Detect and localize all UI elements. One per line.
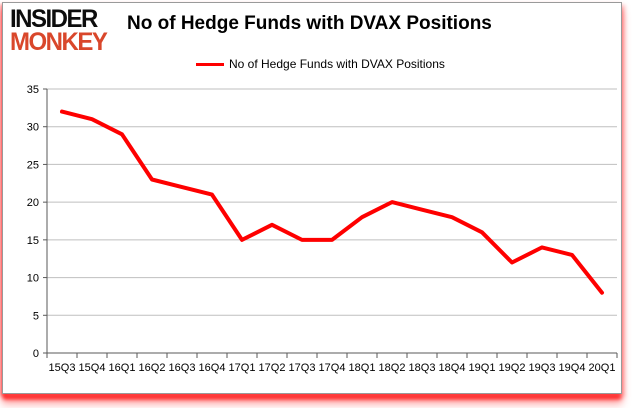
svg-text:16Q1: 16Q1 — [109, 362, 136, 374]
svg-text:18Q3: 18Q3 — [409, 362, 436, 374]
svg-text:15Q4: 15Q4 — [79, 362, 106, 374]
svg-text:17Q2: 17Q2 — [259, 362, 286, 374]
line-chart: 0 5 10 15 20 25 30 35 15Q3 15Q4 16Q1 16Q2 16Q3 16Q4 17… — [3, 3, 623, 393]
svg-text:19Q2: 19Q2 — [499, 362, 526, 374]
svg-text:16Q2: 16Q2 — [139, 362, 166, 374]
svg-text:18Q1: 18Q1 — [349, 362, 376, 374]
svg-text:19Q4: 19Q4 — [559, 362, 586, 374]
svg-text:18Q2: 18Q2 — [379, 362, 406, 374]
logo-text-monkey: MONKEY — [10, 27, 108, 57]
svg-text:16Q3: 16Q3 — [169, 362, 196, 374]
svg-text:10: 10 — [27, 273, 39, 285]
chart-title: No of Hedge Funds with DVAX Positions — [127, 13, 492, 34]
svg-text:20Q1: 20Q1 — [589, 362, 616, 374]
svg-text:15Q3: 15Q3 — [49, 362, 76, 374]
svg-text:5: 5 — [33, 310, 39, 322]
svg-text:20: 20 — [27, 197, 39, 209]
svg-text:35: 35 — [27, 84, 39, 96]
logo-text-insider: INSIDER — [10, 4, 98, 34]
svg-text:25: 25 — [27, 159, 39, 171]
legend-label: No of Hedge Funds with DVAX Positions — [229, 57, 445, 71]
svg-text:18Q4: 18Q4 — [439, 362, 466, 374]
svg-text:30: 30 — [27, 122, 39, 134]
svg-text:19Q1: 19Q1 — [469, 362, 496, 374]
svg-text:0: 0 — [33, 348, 39, 360]
svg-text:17Q1: 17Q1 — [229, 362, 256, 374]
legend-line-swatch — [196, 62, 224, 66]
svg-text:15: 15 — [27, 235, 39, 247]
insider-monkey-logo: INSIDER MONKEY — [10, 4, 108, 57]
svg-text:16Q4: 16Q4 — [199, 362, 226, 374]
chart-card: INSIDER MONKEY No of Hedge Funds with DV… — [2, 2, 622, 394]
chart-legend: No of Hedge Funds with DVAX Positions — [196, 57, 445, 71]
svg-text:17Q3: 17Q3 — [289, 362, 316, 374]
svg-text:17Q4: 17Q4 — [319, 362, 346, 374]
svg-text:19Q3: 19Q3 — [529, 362, 556, 374]
